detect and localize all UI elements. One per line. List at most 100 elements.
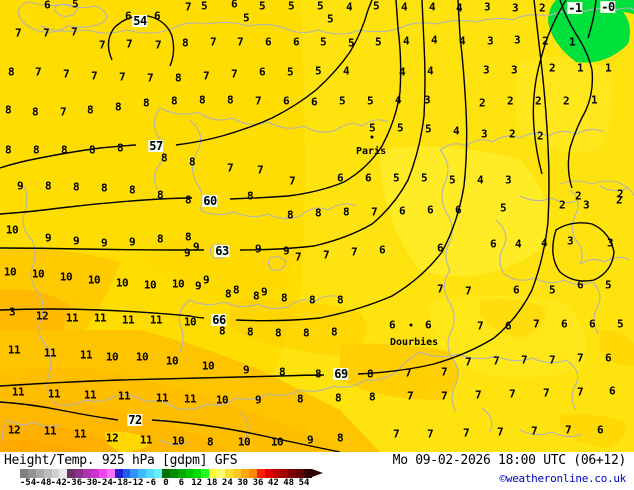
- gridpoint-value: 7: [406, 389, 414, 403]
- gridpoint-value: 5: [392, 171, 400, 185]
- gridpoint-value: 11: [121, 313, 135, 327]
- map-canvas[interactable]: 6575655545444332177766557778776655544433…: [0, 0, 634, 452]
- gridpoint-value: 3: [423, 93, 431, 107]
- gridpoint-value: 7: [520, 353, 528, 367]
- color-scale-tick-label: 18: [206, 478, 218, 488]
- gridpoint-value: 1: [568, 35, 576, 49]
- color-scale-swatch: [233, 469, 241, 478]
- gridpoint-value: 7: [350, 245, 358, 259]
- gridpoint-value: 6: [258, 65, 266, 79]
- gridpoint-value: 7: [464, 284, 472, 298]
- gridpoint-value: 8: [181, 36, 189, 50]
- gridpoint-value: 8: [314, 206, 322, 220]
- gridpoint-value: 7: [440, 389, 448, 403]
- gridpoint-value: 6: [310, 95, 318, 109]
- model-run-timestamp: Mo 09-02-2026 18:00 UTC (06+12): [392, 453, 627, 468]
- gridpoint-value: 6: [504, 319, 512, 333]
- color-scale-tick-label: 30: [237, 478, 249, 488]
- gridpoint-value: 2: [506, 94, 514, 108]
- gridpoint-value: 8: [188, 155, 196, 169]
- color-scale-swatch: [169, 469, 178, 478]
- gridpoint-value: 8: [224, 287, 232, 301]
- gridpoint-value: 7: [530, 424, 538, 438]
- gridpoint-value: 8: [60, 143, 68, 157]
- gridpoint-value: 9: [128, 235, 136, 249]
- gridpoint-value: 4: [430, 33, 438, 47]
- gridpoint-value: 2: [562, 94, 570, 108]
- gridpoint-value: 8: [218, 324, 226, 338]
- gridpoint-value: 8: [278, 365, 286, 379]
- gridpoint-value: 10: [215, 393, 229, 407]
- gridpoint-value: 10: [5, 223, 19, 237]
- gridpoint-value: 7: [62, 67, 70, 81]
- gridpoint-value: 6: [560, 317, 568, 331]
- color-scale-swatch: [225, 469, 234, 478]
- gridpoint-value: 9: [202, 273, 210, 287]
- gridpoint-value: 8: [336, 293, 344, 307]
- gridpoint-value: 7: [288, 174, 296, 188]
- gridpoint-value: 4: [402, 34, 410, 48]
- gridpoint-value: 2: [558, 198, 566, 212]
- gridpoint-value: 3: [482, 63, 490, 77]
- gridpoint-value: 5: [286, 65, 294, 79]
- gridpoint-value: 7: [146, 71, 154, 85]
- color-scale-tick-label: 12: [191, 478, 203, 488]
- gridpoint-value: 11: [43, 346, 57, 360]
- gridpoint-value: 10: [31, 267, 45, 281]
- gridpoint-value: 3: [480, 127, 488, 141]
- gridpoint-value: 8: [314, 367, 322, 381]
- gridpoint-value: 8: [32, 143, 40, 157]
- gridpoint-value: 7: [576, 351, 584, 365]
- gridpoint-value: 9: [282, 244, 290, 258]
- gridpoint-value: 10: [135, 350, 149, 364]
- color-scale-tick-label: -6: [145, 478, 157, 488]
- gridpoint-value: 5: [242, 11, 250, 25]
- copyright-link[interactable]: ©weatheronline.co.uk: [499, 472, 627, 485]
- color-scale: -54 -48 -42 -36 -30 -24 -18 -12 -6 0 6 12 18 24 30 36 42…: [20, 469, 325, 490]
- gridpoint-value: 8: [286, 208, 294, 222]
- gridpoint-value: 4: [398, 65, 406, 79]
- gridpoint-value: 9: [254, 242, 262, 256]
- color-scale-swatch: [193, 469, 202, 478]
- gridpoint-value: 11: [93, 311, 107, 325]
- gridpoint-value: 4: [452, 124, 460, 138]
- color-scale-swatch: [67, 469, 76, 478]
- gridpoint-value: 6: [454, 203, 462, 217]
- gridpoint-value: 8: [334, 391, 342, 405]
- gridpoint-value: 7: [404, 366, 412, 380]
- gridpoint-value: 8: [128, 183, 136, 197]
- gridpoint-value: 7: [370, 205, 378, 219]
- gridpoint-value: 8: [88, 143, 96, 157]
- gridpoint-value: 11: [65, 311, 79, 325]
- gridpoint-value: 10: [105, 350, 119, 364]
- color-scale-tick-label: -36: [65, 478, 83, 488]
- gridpoint-value: 7: [476, 319, 484, 333]
- gridpoint-value: 1: [590, 93, 598, 107]
- gridpoint-value: 11: [7, 343, 21, 357]
- color-scale-swatch: [20, 469, 28, 478]
- gridpoint-value: 6: [489, 237, 497, 251]
- color-scale-arrow: [312, 469, 323, 477]
- gridpoint-value: 8: [366, 367, 374, 381]
- gridpoint-value: 8: [100, 181, 108, 195]
- gridpoint-value: 8: [114, 100, 122, 114]
- gridpoint-value: 2: [541, 34, 549, 48]
- gridpoint-value: 5: [200, 0, 208, 13]
- gridpoint-value: 9: [192, 240, 200, 254]
- gridpoint-value: 10: [87, 273, 101, 287]
- color-scale-swatch: [240, 469, 249, 478]
- gridpoint-value: 11: [11, 385, 25, 399]
- color-scale-tick-label: 36: [252, 478, 264, 488]
- gridpoint-value: 6: [596, 423, 604, 437]
- gridpoint-value: 5: [374, 35, 382, 49]
- gridpoint-value: 6: [43, 0, 51, 12]
- color-scale-tick-label: 42: [267, 478, 279, 488]
- color-scale-swatch: [43, 469, 52, 478]
- gridpoint-value: 3: [510, 63, 518, 77]
- gridpoint-value: 7: [474, 388, 482, 402]
- color-scale-swatch: [27, 469, 36, 478]
- gridpoint-value: 7: [230, 67, 238, 81]
- gridpoint-value: 2: [615, 193, 623, 207]
- gridpoint-value: 12: [35, 309, 49, 323]
- gridpoint-value: 5: [287, 0, 295, 13]
